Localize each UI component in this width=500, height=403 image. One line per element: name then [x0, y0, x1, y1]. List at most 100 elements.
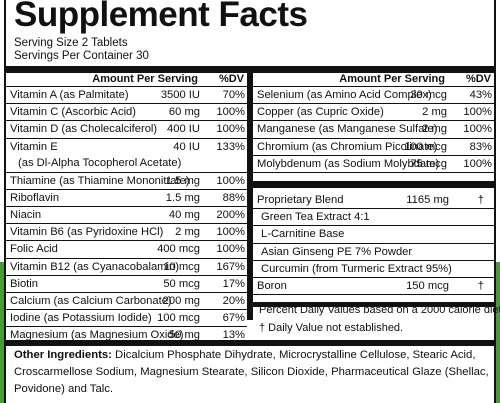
nutrient-amount: 50 mg: [168, 329, 200, 342]
left-header: Amount Per Serving %DV: [6, 73, 247, 87]
nutrient-amount: 60 mg: [168, 106, 200, 119]
nutrient-name: Selenium (as Amino Acid Complex): [257, 89, 432, 101]
boron-amount: 150 mcg: [406, 279, 449, 292]
blend-item-name: Asian Ginseng PE 7% Powder: [261, 245, 413, 258]
nutrient-row: Molybdenum (as Sodium Molybdate) 75 mcg 10…: [253, 156, 494, 173]
nutrient-name: Iodine (as Potassium Iodide): [10, 312, 152, 325]
nutrient-name: Vitamin C (Ascorbic Acid): [10, 106, 137, 119]
nutrient-row: Niacin 40 mg 200%: [6, 207, 247, 225]
nutrient-dv: 100%: [216, 123, 245, 136]
nutrient-name: Thiamine (as Thiamine Mononitrate): [10, 174, 190, 187]
nutrient-amount: 2 mg: [422, 106, 447, 119]
nutrient-amount: 2 mg: [422, 123, 447, 136]
blend-items-list: Green Tea Extract 4:1 L-Carnitine Base Asi…: [253, 209, 494, 278]
nutrient-amount: 2 mg: [175, 226, 200, 239]
footnote-dagger: † Daily Value not established.: [259, 322, 404, 334]
nutrient-row: Calcium (as Calcium Carbonate) 200 mg 20%: [6, 293, 247, 311]
nutrient-row: Biotin 50 mcg 17%: [6, 276, 247, 293]
nutrient-name: Vitamin B6 (as Pyridoxine HCl): [10, 226, 164, 239]
right-header: Amount Per Serving %DV: [253, 73, 494, 87]
supplement-facts-label: Supplement Facts Serving Size 2 Tablets …: [4, 0, 500, 403]
nutrient-row: Vitamin A (as Palmitate) 3500 IU 70%: [6, 87, 247, 105]
blend-item-name: L-Carnitine Base: [261, 228, 345, 241]
dv-header: %DV: [218, 73, 244, 85]
blend-item: Green Tea Extract 4:1: [253, 209, 494, 227]
nutrient-row: Iodine (as Potassium Iodide) 100 mcg 67%: [6, 310, 247, 328]
blend-dv: †: [477, 193, 484, 206]
nutrient-row: Riboflavin 1.5 mg 88%: [6, 190, 247, 207]
nutrient-name: Calcium (as Calcium Carbonate): [10, 294, 172, 307]
nutrient-name: Vitamin A (as Palmitate): [10, 89, 129, 101]
nutrient-dv: 133%: [216, 140, 245, 153]
nutrient-row: Chromium (as Chromium Picolinate) 100 mcg…: [253, 139, 494, 156]
nutrient-dv: 20%: [222, 294, 245, 307]
nutrient-dv: 100%: [463, 157, 492, 170]
nutrient-amount: 100 mcg: [157, 312, 200, 325]
nutrient-amount: 30 mcg: [410, 89, 447, 101]
blend-thick-rule: [253, 180, 494, 188]
blend-row: Proprietary Blend 1165 mg †: [253, 192, 494, 210]
nutrient-name: Chromium (as Chromium Picolinate): [257, 140, 438, 153]
blend-item: L-Carnitine Base: [253, 226, 494, 244]
blend-item-name: Green Tea Extract 4:1: [261, 211, 370, 224]
nutrient-row: Vitamin B6 (as Pyridoxine HCl) 2 mg 100%: [6, 224, 247, 242]
nutrient-amount: 1.5 mg: [165, 191, 200, 204]
label-title: Supplement Facts: [14, 0, 308, 34]
blend-item: Asian Ginseng PE 7% Powder: [253, 244, 494, 261]
nutrient-dv: 83%: [469, 140, 492, 153]
nutrient-amount: 100 mcg: [404, 140, 447, 153]
nutrient-row: Manganese (as Manganese Sulfate) 2 mg 100%: [253, 121, 494, 139]
blend-name: Proprietary Blend: [257, 193, 344, 206]
nutrient-dv: 100%: [463, 123, 492, 136]
right-column: Amount Per Serving %DV Selenium (as Amin…: [253, 73, 494, 308]
nutrient-amount: 75 mcg: [410, 157, 447, 170]
amount-header-right: Amount Per Serving: [339, 73, 445, 85]
nutrient-dv: 100%: [216, 174, 245, 187]
other-ingredients: Other Ingredients: Dicalcium Phosphate D…: [14, 347, 494, 398]
footnote-daily-values: Percent Daily Values based on a 2000 cal…: [259, 304, 500, 316]
nutrient-name-line2: (as Dl-Alpha Tocopherol Acetate): [18, 156, 182, 169]
nutrient-amount: 200 mg: [162, 294, 200, 307]
right-nutrient-list: Selenium (as Amino Acid Complex) 30 mcg 43…: [253, 87, 494, 173]
nutrient-amount: 40 mg: [168, 208, 200, 221]
servings-per-container: Servings Per Container 30: [14, 50, 149, 62]
nutrient-dv: 100%: [463, 106, 492, 119]
nutrient-amount: 400 mcg: [157, 243, 200, 256]
nutrient-row: Folic Acid 400 mcg 100%: [6, 241, 247, 259]
left-nutrient-list: Vitamin A (as Palmitate) 3500 IU 70% Vitami…: [6, 87, 247, 345]
nutrient-amount: 10 mcg: [163, 260, 200, 273]
nutrient-amount: 1.5 mg: [165, 174, 200, 187]
nutrient-dv: 100%: [216, 106, 245, 119]
nutrient-dv: 43%: [469, 89, 492, 101]
nutrient-name: Magnesium (as Magnesium Oxide): [10, 329, 184, 342]
nutrient-name: Molybdenum (as Sodium Molybdate): [257, 157, 440, 170]
nutrient-dv: 13%: [222, 329, 245, 342]
nutrient-dv: 17%: [222, 277, 245, 290]
nutrient-name: Vitamin B12 (as Cyanacobalamin): [10, 260, 179, 273]
nutrient-row: Selenium (as Amino Acid Complex) 30 mcg 43…: [253, 87, 494, 105]
nutrient-name: Folic Acid: [10, 243, 58, 256]
boron-dv: †: [477, 279, 484, 292]
nutrient-dv: 100%: [216, 226, 245, 239]
nutrient-dv: 88%: [222, 191, 245, 204]
nutrient-dv: 167%: [216, 260, 245, 273]
nutrient-name: Niacin: [10, 208, 42, 221]
nutrient-dv: 67%: [222, 312, 245, 325]
nutrient-row: Copper (as Cupric Oxide) 2 mg 100%: [253, 104, 494, 122]
footnote-thick-rule: [253, 302, 494, 308]
nutrient-row: Thiamine (as Thiamine Mononitrate) 1.5 mg…: [6, 173, 247, 190]
nutrient-row: Vitamin E (as Dl-Alpha Tocopherol Acetate…: [6, 139, 247, 173]
nutrient-name: Biotin: [10, 277, 38, 290]
nutrient-name: Vitamin D (as Cholecalciferol): [10, 123, 158, 136]
boron-row: Boron 150 mcg †: [253, 278, 494, 296]
left-column: Amount Per Serving %DV Vitamin A (as Pal…: [6, 73, 247, 345]
nutrient-dv: 100%: [216, 243, 245, 256]
bottom-thick-rule: [6, 340, 494, 346]
nutrient-name: Copper (as Cupric Oxide): [257, 106, 384, 119]
nutrient-name: Riboflavin: [10, 191, 60, 204]
blend-amount: 1165 mg: [406, 193, 449, 206]
blend-item-name: Curcumin (from Turmeric Extract 95%): [261, 262, 452, 275]
other-ingredients-label: Other Ingredients:: [14, 349, 112, 361]
nutrient-amount: 50 mcg: [163, 277, 200, 290]
thick-rule: [6, 66, 494, 73]
